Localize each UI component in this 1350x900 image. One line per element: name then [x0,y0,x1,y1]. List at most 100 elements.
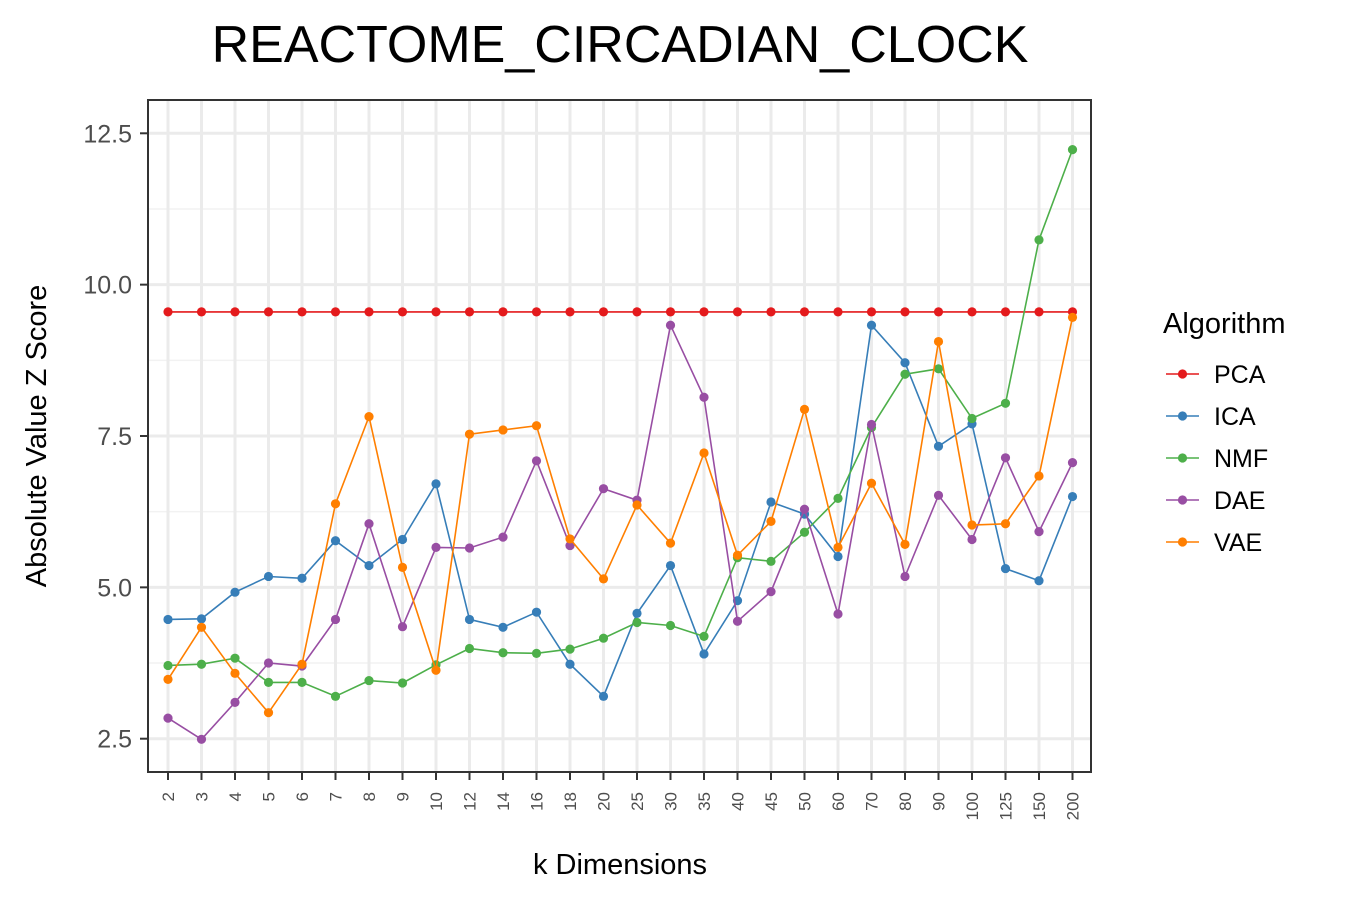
data-point-vae [833,542,843,552]
x-tick-label: 60 [829,792,848,811]
y-axis: 2.5 5.0 7.5 10.0 12.5 [83,120,148,754]
data-point-dae [598,484,609,494]
x-tick-label: 3 [193,792,212,801]
data-point-pca [364,307,374,317]
data-point-nmf [397,678,408,688]
legend-label: ICA [1214,403,1256,431]
data-point-nmf [1067,145,1078,155]
data-point-nmf [665,620,676,631]
data-point-ica [397,534,408,545]
x-tick-label: 5 [260,792,279,801]
data-point-nmf [464,643,475,654]
data-point-dae [1067,458,1078,468]
data-point-ica [665,560,676,571]
data-point-dae [967,534,977,545]
data-point-pca [431,307,441,317]
data-point-vae [598,574,609,584]
data-point-dae [1000,453,1011,463]
data-point-dae [431,542,441,552]
data-point-pca [464,307,475,317]
data-point-ica [933,441,944,451]
legend-label: VAE [1214,529,1262,557]
data-point-nmf [1000,398,1011,408]
y-tick-label: 5.0 [97,574,132,602]
x-tick-label: 4 [226,792,245,801]
data-point-nmf [1034,235,1044,245]
legend-key-point [1177,495,1188,505]
data-point-pca [531,307,542,317]
legend-item-pca: PCA [1166,361,1266,389]
data-point-dae [531,456,542,466]
data-point-vae [397,562,408,572]
data-point-pca [330,307,341,317]
x-tick-label: 2 [159,792,178,801]
x-tick-label: 12 [461,792,480,811]
x-tick-label: 6 [293,792,312,801]
data-point-pca [732,307,743,317]
x-tick-label: 14 [494,792,513,811]
legend-item-vae: VAE [1166,529,1262,557]
data-point-vae [900,539,910,549]
data-point-dae [1034,527,1044,537]
data-point-pca [933,307,944,317]
data-point-vae [1067,312,1078,322]
data-point-nmf [163,660,173,671]
data-point-dae [933,490,944,500]
data-point-pca [967,307,977,317]
data-point-vae [665,538,676,548]
x-tick-label: 30 [662,792,681,811]
data-point-ica [766,497,776,507]
legend-key-point [1177,537,1188,547]
data-point-vae [330,499,341,509]
data-point-dae [732,616,743,626]
x-tick-label: 35 [695,792,714,811]
data-point-ica [632,608,642,618]
data-point-vae [531,421,542,431]
data-point-dae [464,543,475,553]
data-point-dae [364,519,374,529]
x-tick-label: 50 [796,792,815,811]
data-point-vae [297,659,307,669]
data-point-vae [866,478,877,488]
x-tick-label: 40 [729,792,748,811]
data-point-dae [665,320,676,330]
series-nmf [163,145,1078,701]
data-point-pca [699,307,709,317]
data-point-pca [297,307,307,317]
data-point-dae [330,614,341,625]
legend-title: Algorithm [1163,308,1286,340]
data-point-vae [766,516,776,526]
data-point-nmf [632,617,642,628]
series-pca [163,307,1078,317]
data-point-pca [665,307,676,317]
data-point-dae [866,419,877,430]
data-point-vae [732,550,743,560]
data-point-ica [1067,491,1078,502]
x-tick-label: 16 [528,792,547,811]
data-point-dae [163,713,173,723]
data-point-nmf [967,413,977,424]
data-point-nmf [297,677,307,688]
data-point-vae [163,674,173,684]
data-point-dae [833,609,843,619]
data-point-ica [163,614,173,625]
x-tick-label: 150 [1030,792,1049,820]
legend-key-point [1177,411,1188,421]
data-point-dae [799,504,810,514]
data-point-pca [1000,307,1011,317]
grid [148,100,1091,772]
data-point-nmf [330,691,341,701]
data-point-nmf [230,653,240,663]
data-point-vae [1000,519,1011,529]
data-point-pca [766,307,776,317]
x-tick-label: 45 [762,792,781,811]
x-tick-label: 8 [360,792,379,801]
data-point-nmf [531,648,542,658]
data-point-ica [565,659,575,669]
data-point-pca [598,307,609,317]
data-point-ica [900,358,910,368]
data-point-ica [531,607,542,617]
legend-key-point [1177,453,1188,463]
data-point-vae [498,425,508,435]
data-point-pca [498,307,508,317]
